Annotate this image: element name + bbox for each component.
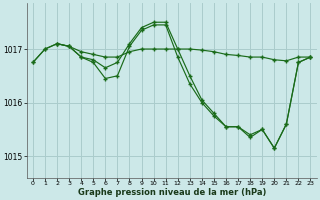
X-axis label: Graphe pression niveau de la mer (hPa): Graphe pression niveau de la mer (hPa): [77, 188, 266, 197]
